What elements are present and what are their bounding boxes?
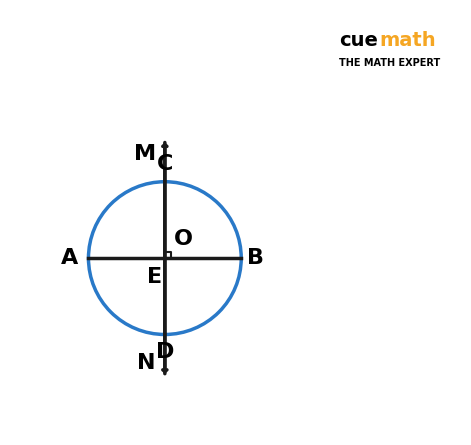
Text: B: B	[247, 248, 264, 268]
Text: O: O	[174, 229, 193, 249]
Text: cue: cue	[339, 31, 378, 50]
Text: math: math	[379, 31, 436, 50]
Text: D: D	[155, 342, 174, 362]
Text: N: N	[137, 353, 156, 372]
Text: E: E	[146, 267, 162, 287]
Text: C: C	[157, 154, 173, 174]
Text: A: A	[61, 248, 79, 268]
Text: THE MATH EXPERT: THE MATH EXPERT	[339, 58, 440, 68]
Text: M: M	[134, 144, 156, 163]
